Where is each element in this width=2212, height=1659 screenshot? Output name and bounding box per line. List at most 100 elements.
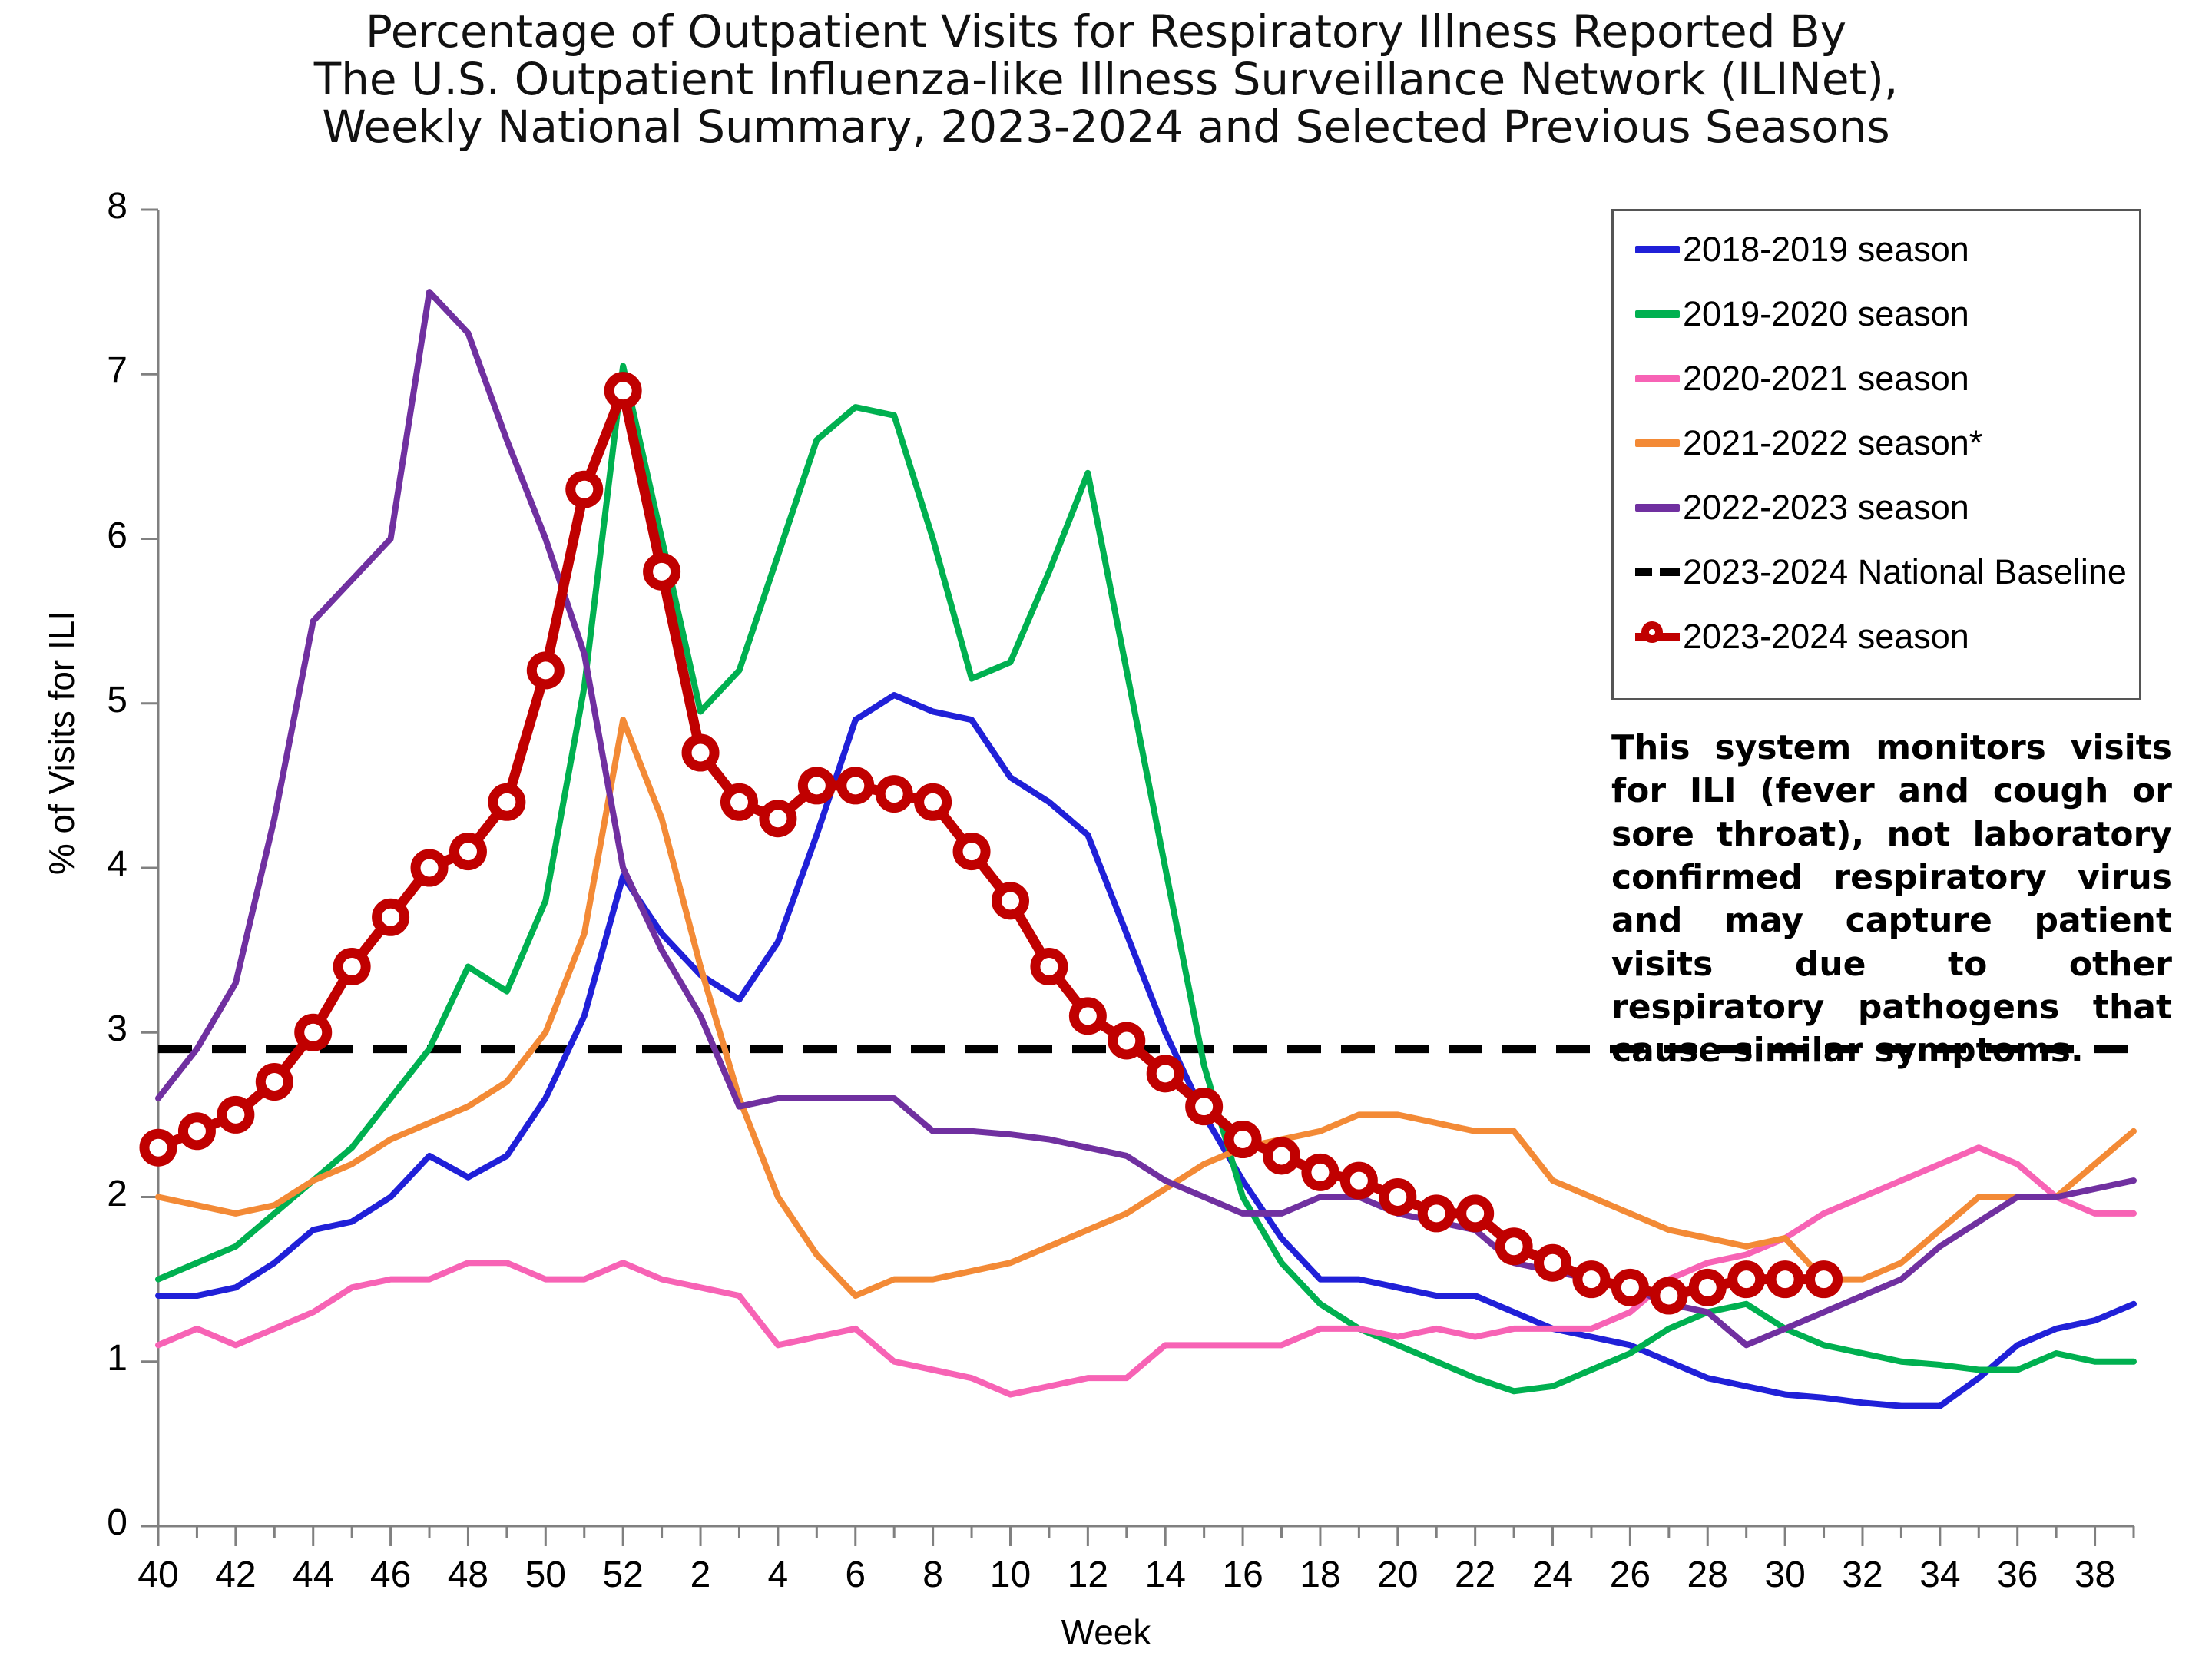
x-tick-label: 50 xyxy=(525,1555,566,1595)
data-point-marker xyxy=(1534,1243,1572,1282)
legend-item-label: 2019-2020 season xyxy=(1683,294,1969,333)
data-point-marker xyxy=(565,470,604,508)
x-tick-label: 34 xyxy=(1919,1555,1961,1595)
legend-item-2023-2024-national-baseline[interactable]: 2023-2024 National Baseline xyxy=(1635,551,2127,594)
x-tick-label: 46 xyxy=(369,1555,412,1595)
data-point-marker xyxy=(720,783,758,821)
data-point-marker xyxy=(372,898,410,936)
data-point-marker xyxy=(1224,1121,1262,1159)
data-point-marker xyxy=(681,733,720,772)
data-point-marker xyxy=(836,767,875,805)
legend-item-2021-2022-season[interactable]: 2021-2022 season* xyxy=(1635,422,1982,465)
data-point-marker xyxy=(1766,1260,1804,1299)
legend-item-label: 2023-2024 National Baseline xyxy=(1683,552,2127,591)
data-point-marker xyxy=(1146,1055,1184,1093)
x-tick-label: 48 xyxy=(447,1555,489,1595)
series-line-2023-2024-season xyxy=(153,386,1830,1301)
data-point-marker xyxy=(1185,1088,1224,1126)
data-point-marker xyxy=(177,1112,216,1151)
y-tick-label: 4 xyxy=(107,844,127,885)
data-point-marker xyxy=(1495,1227,1533,1266)
x-tick-label: 10 xyxy=(989,1555,1031,1595)
data-point-marker xyxy=(1611,1268,1649,1306)
data-point-marker xyxy=(643,552,681,591)
x-tick-label: 6 xyxy=(845,1555,866,1595)
data-point-marker xyxy=(1379,1178,1417,1216)
chart-legend: 2018-2019 season 2019-2020 season 2020-202… xyxy=(1611,209,2141,700)
legend-item-label: 2022-2023 season xyxy=(1683,488,1969,527)
legend-item-2020-2021-season[interactable]: 2020-2021 season xyxy=(1635,357,1969,400)
legend-item-2018-2019-season[interactable]: 2018-2019 season xyxy=(1635,228,1969,271)
x-tick-label: 32 xyxy=(1842,1555,1883,1595)
y-tick-label: 6 xyxy=(107,515,127,556)
data-point-marker xyxy=(139,1128,177,1167)
legend-item-2019-2020-season[interactable]: 2019-2020 season xyxy=(1635,293,1969,336)
data-point-marker xyxy=(1339,1161,1378,1200)
legend-item-2022-2023-season[interactable]: 2022-2023 season xyxy=(1635,486,1969,529)
data-point-marker xyxy=(1650,1277,1688,1315)
series-line-2021-2022-season xyxy=(155,717,2137,1300)
data-point-marker xyxy=(952,833,991,871)
x-tick-label: 2 xyxy=(690,1555,711,1595)
x-tick-label: 20 xyxy=(1377,1555,1419,1595)
data-point-marker xyxy=(255,1063,293,1101)
x-axis-label: Week xyxy=(1061,1612,1151,1652)
data-point-marker xyxy=(410,849,449,887)
y-tick-label: 5 xyxy=(107,679,127,720)
data-point-marker xyxy=(1456,1194,1495,1233)
x-tick-label: 28 xyxy=(1687,1555,1728,1595)
x-tick-label: 30 xyxy=(1764,1555,1806,1595)
y-tick-label: 8 xyxy=(107,186,127,227)
x-tick-label: 42 xyxy=(215,1555,257,1595)
y-tick-label: 3 xyxy=(107,1008,127,1050)
data-point-marker xyxy=(1263,1137,1301,1175)
x-tick-label: 16 xyxy=(1222,1555,1263,1595)
data-point-marker xyxy=(333,948,371,986)
data-point-marker xyxy=(914,783,952,821)
data-point-marker xyxy=(604,372,642,410)
y-tick-label: 7 xyxy=(107,350,127,392)
data-point-marker xyxy=(1727,1260,1766,1299)
x-tick-label: 24 xyxy=(1532,1555,1574,1595)
data-point-marker xyxy=(1108,1022,1146,1060)
y-tick-label: 1 xyxy=(107,1337,127,1379)
data-point-marker xyxy=(1030,948,1068,986)
x-tick-label: 26 xyxy=(1609,1555,1651,1595)
data-point-marker xyxy=(217,1095,255,1134)
x-tick-label: 8 xyxy=(922,1555,943,1595)
chart-title-line-2: The U.S. Outpatient Influenza-like Illne… xyxy=(313,53,1899,106)
data-point-marker xyxy=(1688,1268,1727,1306)
legend-item-2023-2024-season[interactable]: 2023-2024 season xyxy=(1635,615,1969,658)
chart-title: Percentage of Outpatient Visits for Resp… xyxy=(0,8,2212,151)
data-point-marker xyxy=(759,800,797,838)
system-note: This system monitors visits for ILI (fev… xyxy=(1611,728,2172,1071)
x-tick-label: 44 xyxy=(293,1555,334,1595)
data-point-marker xyxy=(526,651,565,690)
x-tick-label: 38 xyxy=(2074,1555,2116,1595)
series-line-2022-2023-season xyxy=(155,289,2137,1349)
legend-item-label: 2023-2024 season xyxy=(1683,617,1969,656)
legend-item-label: 2018-2019 season xyxy=(1683,230,1969,269)
data-point-marker xyxy=(1068,997,1107,1035)
data-point-marker xyxy=(991,882,1029,920)
x-tick-label: 40 xyxy=(137,1555,179,1595)
data-point-marker xyxy=(449,833,487,871)
x-tick-label: 14 xyxy=(1144,1555,1186,1595)
x-tick-label: 12 xyxy=(1067,1555,1109,1595)
chart-title-line-1: Percentage of Outpatient Visits for Resp… xyxy=(365,5,1847,58)
data-point-marker xyxy=(797,767,836,805)
data-point-marker xyxy=(1301,1153,1339,1191)
data-point-marker xyxy=(875,775,913,813)
y-tick-label: 0 xyxy=(107,1502,127,1543)
data-point-marker xyxy=(1805,1260,1843,1299)
series-line-2019-2020-season xyxy=(155,363,2137,1395)
x-tick-label: 22 xyxy=(1454,1555,1496,1595)
x-tick-label: 36 xyxy=(1997,1555,2038,1595)
y-tick-label: 2 xyxy=(107,1173,127,1214)
x-tick-label: 18 xyxy=(1300,1555,1341,1595)
data-point-marker xyxy=(1417,1194,1455,1233)
x-tick-label: 52 xyxy=(602,1555,644,1595)
legend-item-label: 2021-2022 season* xyxy=(1683,423,1983,462)
x-tick-label: 4 xyxy=(767,1555,789,1595)
